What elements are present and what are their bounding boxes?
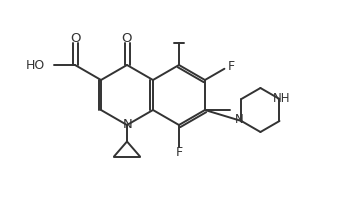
Text: O: O <box>122 32 132 45</box>
Text: F: F <box>228 60 235 73</box>
Text: F: F <box>175 146 183 159</box>
Text: N: N <box>123 117 133 130</box>
Text: NH: NH <box>273 91 290 104</box>
Text: HO: HO <box>26 59 45 71</box>
Text: N: N <box>235 112 244 125</box>
Text: O: O <box>70 32 80 45</box>
